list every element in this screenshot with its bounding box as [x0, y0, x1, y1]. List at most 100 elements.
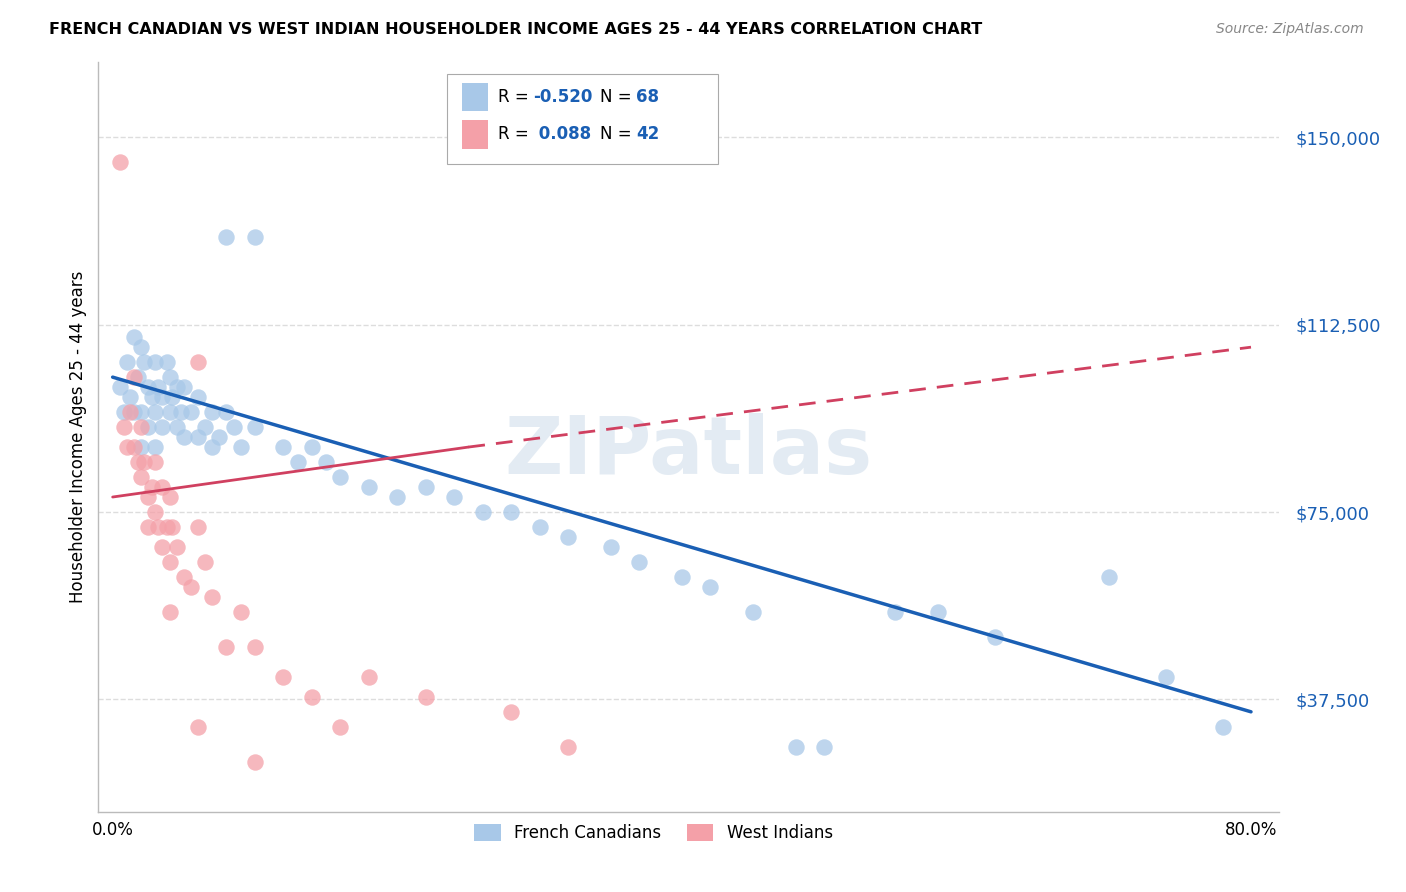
Point	[243, 230, 266, 244]
Point	[136, 520, 159, 534]
Point	[927, 605, 949, 619]
Point	[529, 520, 551, 534]
Point	[159, 555, 181, 569]
Point	[152, 390, 174, 404]
FancyBboxPatch shape	[463, 83, 488, 112]
Point	[159, 490, 181, 504]
Point	[499, 505, 522, 519]
Point	[129, 340, 152, 354]
Point	[599, 540, 621, 554]
Point	[127, 370, 149, 384]
Point	[208, 430, 231, 444]
Point	[159, 405, 181, 419]
Text: N =: N =	[600, 126, 637, 144]
Point	[122, 330, 145, 344]
Point	[159, 605, 181, 619]
Point	[243, 420, 266, 434]
Point	[152, 480, 174, 494]
Point	[166, 420, 188, 434]
Text: ZIPatlas: ZIPatlas	[505, 413, 873, 491]
Point	[187, 390, 209, 404]
Point	[194, 420, 217, 434]
Point	[699, 580, 721, 594]
Point	[143, 405, 166, 419]
Y-axis label: Householder Income Ages 25 - 44 years: Householder Income Ages 25 - 44 years	[69, 271, 87, 603]
Point	[132, 455, 155, 469]
Point	[187, 720, 209, 734]
Point	[243, 640, 266, 654]
Point	[357, 480, 380, 494]
Point	[166, 380, 188, 394]
Point	[148, 380, 170, 394]
Point	[143, 355, 166, 369]
Point	[112, 420, 135, 434]
Point	[173, 570, 195, 584]
Point	[222, 420, 245, 434]
Point	[785, 739, 807, 754]
Point	[1098, 570, 1121, 584]
Point	[108, 155, 131, 169]
Point	[156, 520, 179, 534]
Text: Source: ZipAtlas.com: Source: ZipAtlas.com	[1216, 22, 1364, 37]
Point	[742, 605, 765, 619]
Point	[984, 630, 1007, 644]
Point	[315, 455, 337, 469]
Point	[136, 380, 159, 394]
Point	[1212, 720, 1234, 734]
Point	[136, 420, 159, 434]
Point	[143, 505, 166, 519]
Point	[166, 540, 188, 554]
Point	[187, 430, 209, 444]
Point	[273, 440, 295, 454]
Point	[329, 720, 352, 734]
Point	[148, 520, 170, 534]
Point	[243, 755, 266, 769]
Point	[194, 555, 217, 569]
Point	[127, 455, 149, 469]
Point	[201, 590, 224, 604]
Text: 68: 68	[636, 88, 659, 106]
Point	[884, 605, 907, 619]
Point	[129, 420, 152, 434]
Point	[813, 739, 835, 754]
Point	[215, 640, 238, 654]
Point	[118, 405, 141, 419]
Point	[152, 540, 174, 554]
Point	[187, 355, 209, 369]
Point	[1154, 670, 1177, 684]
Point	[229, 605, 252, 619]
Point	[159, 370, 181, 384]
Point	[162, 520, 184, 534]
Point	[122, 405, 145, 419]
Point	[499, 705, 522, 719]
Text: 42: 42	[636, 126, 659, 144]
Text: N =: N =	[600, 88, 637, 106]
Point	[115, 355, 138, 369]
Point	[112, 405, 135, 419]
Point	[132, 355, 155, 369]
FancyBboxPatch shape	[447, 74, 718, 163]
Text: R =: R =	[498, 88, 534, 106]
Point	[143, 440, 166, 454]
Point	[129, 470, 152, 484]
Point	[471, 505, 494, 519]
Point	[187, 520, 209, 534]
Point	[287, 455, 309, 469]
Point	[156, 355, 179, 369]
Point	[118, 390, 141, 404]
Point	[170, 405, 193, 419]
Point	[162, 390, 184, 404]
Point	[387, 490, 409, 504]
Point	[141, 480, 163, 494]
Text: FRENCH CANADIAN VS WEST INDIAN HOUSEHOLDER INCOME AGES 25 - 44 YEARS CORRELATION: FRENCH CANADIAN VS WEST INDIAN HOUSEHOLD…	[49, 22, 983, 37]
Point	[122, 370, 145, 384]
Point	[557, 530, 579, 544]
Point	[229, 440, 252, 454]
Point	[357, 670, 380, 684]
Point	[301, 690, 323, 704]
Point	[180, 580, 202, 594]
Text: 0.088: 0.088	[533, 126, 591, 144]
Point	[415, 480, 437, 494]
Point	[129, 440, 152, 454]
Text: R =: R =	[498, 126, 534, 144]
